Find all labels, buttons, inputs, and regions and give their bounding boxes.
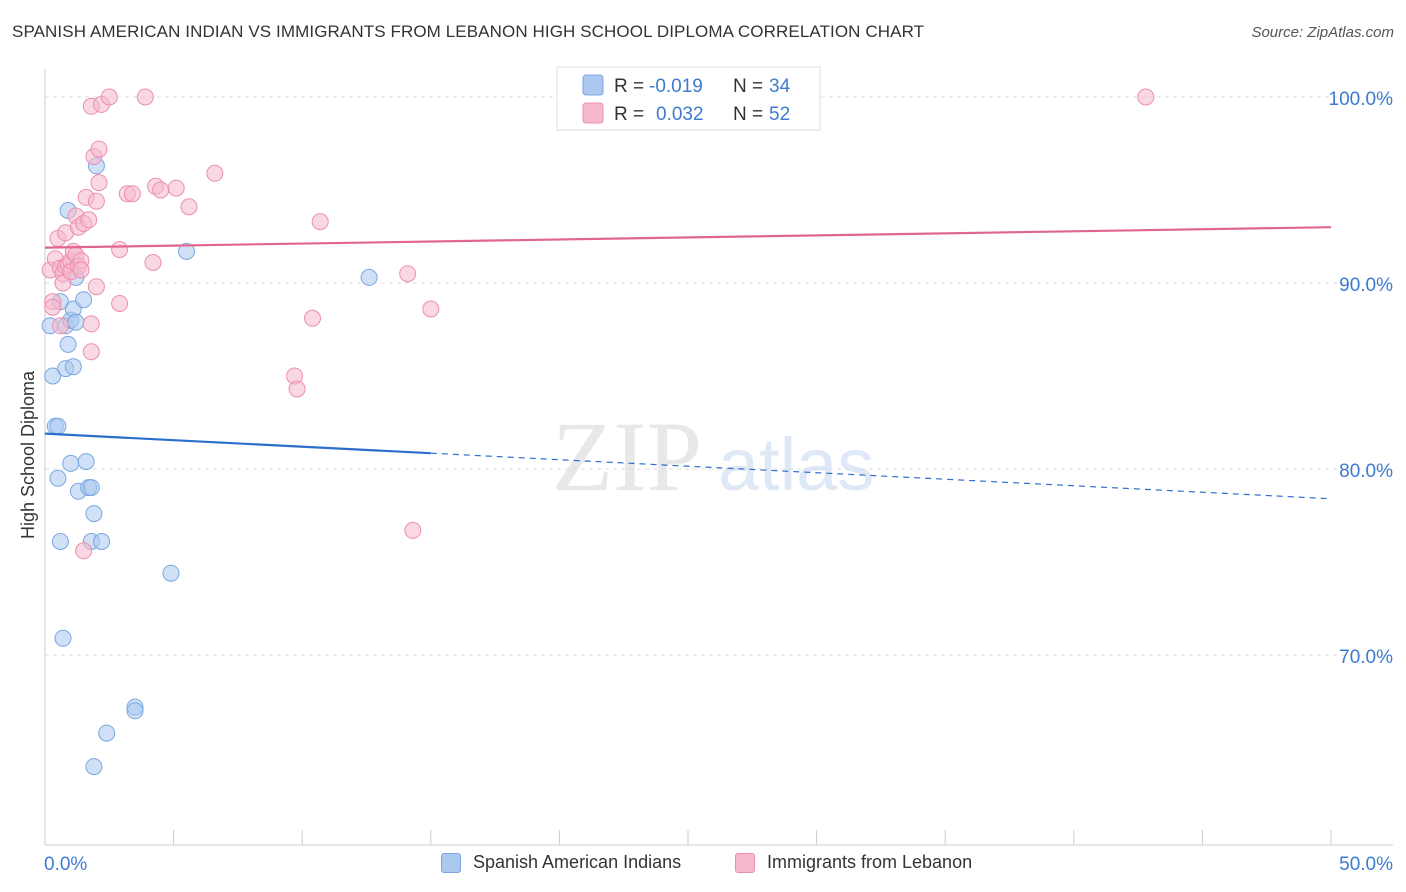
legend-r-value-2: 0.032	[656, 104, 704, 125]
point-spanish-american-indians-19	[75, 291, 93, 309]
y-tick-label-0: 70.0%	[1339, 647, 1393, 668]
point-immigrants-from-lebanon-36	[111, 295, 129, 312]
trend-line-blue-dashed	[430, 452, 1332, 500]
series-legend-swatch-blue	[441, 852, 461, 873]
series-immigrants-from-lebanon-points	[41, 88, 1155, 560]
series-legend: Spanish American Indians Immigrants from…	[0, 852, 1406, 878]
point-immigrants-from-lebanon-49	[311, 213, 329, 231]
point-spanish-american-indians-14	[64, 358, 82, 376]
point-immigrants-from-lebanon-42	[152, 181, 170, 199]
legend-swatch-pink	[582, 102, 604, 124]
point-immigrants-from-lebanon-6	[51, 317, 69, 335]
x-tick-label-0: 0.0%	[44, 854, 87, 875]
series-legend-label-blue: Spanish American Indians	[473, 852, 682, 872]
point-spanish-american-indians-20	[77, 453, 95, 471]
point-immigrants-from-lebanon-34	[100, 88, 118, 106]
point-immigrants-from-lebanon-21	[75, 542, 93, 560]
point-immigrants-from-lebanon-30	[87, 192, 105, 210]
point-immigrants-from-lebanon-53	[1137, 88, 1155, 106]
point-immigrants-from-lebanon-40	[144, 254, 162, 271]
legend-r-value-1: -0.019	[649, 76, 703, 97]
y-tick-label-1: 80.0%	[1339, 461, 1393, 482]
point-spanish-american-indians-1	[44, 367, 62, 385]
y-tick-label-3: 100.0%	[1329, 89, 1394, 110]
point-spanish-american-indians-24	[85, 505, 103, 523]
point-spanish-american-indians-25	[85, 758, 103, 776]
x-tick-labels: 0.0% 50.0%	[44, 854, 1393, 875]
point-spanish-american-indians-12	[59, 335, 77, 353]
point-spanish-american-indians-3	[49, 417, 67, 435]
trend-lines	[44, 226, 1332, 500]
point-spanish-american-indians-33	[360, 268, 378, 286]
point-immigrants-from-lebanon-24	[80, 211, 98, 229]
point-immigrants-from-lebanon-31	[90, 140, 108, 158]
point-immigrants-from-lebanon-2	[44, 298, 62, 316]
point-immigrants-from-lebanon-52	[422, 300, 440, 318]
point-immigrants-from-lebanon-29	[87, 278, 105, 296]
watermark-zip: ZIP	[552, 401, 702, 512]
series-legend-label-pink: Immigrants from Lebanon	[767, 852, 973, 872]
point-immigrants-from-lebanon-38	[123, 185, 141, 203]
point-spanish-american-indians-8	[54, 629, 72, 647]
point-spanish-american-indians-30	[126, 702, 144, 720]
watermark-atlas: atlas	[718, 423, 874, 506]
point-spanish-american-indians-31	[162, 564, 180, 582]
point-immigrants-from-lebanon-50	[399, 265, 417, 283]
point-spanish-american-indians-28	[98, 724, 116, 742]
point-immigrants-from-lebanon-45	[206, 164, 224, 182]
legend: R = -0.019 N = 34 R = 0.032 N = 52	[556, 66, 821, 131]
point-spanish-american-indians-27	[93, 533, 111, 550]
y-tick-label-2: 90.0%	[1339, 275, 1393, 296]
point-spanish-american-indians-32	[178, 242, 195, 260]
point-immigrants-from-lebanon-20	[72, 261, 90, 279]
point-immigrants-from-lebanon-43	[167, 179, 185, 197]
series-legend-swatch-pink	[735, 852, 755, 873]
point-immigrants-from-lebanon-39	[136, 88, 154, 106]
point-immigrants-from-lebanon-32	[90, 174, 108, 192]
point-spanish-american-indians-13	[62, 454, 80, 472]
point-spanish-american-indians-7	[51, 533, 69, 550]
point-immigrants-from-lebanon-51	[404, 521, 422, 539]
legend-n-label-2: N =	[733, 104, 763, 125]
legend-n-label-1: N =	[733, 76, 763, 97]
legend-n-value-2: 52	[769, 104, 790, 125]
point-immigrants-from-lebanon-35	[111, 241, 129, 258]
series-legend-item-blue: Spanish American Indians	[441, 852, 681, 873]
y-axis-label: High School Diploma	[18, 370, 38, 539]
axes	[44, 69, 1393, 846]
source-credit: Source: ZipAtlas.com	[1251, 24, 1394, 41]
watermark: ZIP atlas	[552, 401, 874, 512]
chart-title: SPANISH AMERICAN INDIAN VS IMMIGRANTS FR…	[12, 22, 925, 41]
point-immigrants-from-lebanon-26	[82, 343, 100, 361]
series-legend-item-pink: Immigrants from Lebanon	[735, 852, 972, 873]
series-spanish-american-indians-points	[41, 157, 378, 776]
gridlines	[45, 96, 1391, 656]
point-immigrants-from-lebanon-47	[288, 380, 306, 398]
trend-line-pink	[44, 226, 1332, 249]
point-immigrants-from-lebanon-44	[180, 198, 198, 216]
trend-line-blue-solid	[44, 432, 431, 455]
x-tick-label-1: 50.0%	[1339, 854, 1393, 875]
legend-swatch-blue	[582, 74, 604, 96]
legend-r-label-1: R =	[614, 76, 644, 97]
point-spanish-american-indians-22	[82, 479, 100, 497]
point-spanish-american-indians-6	[49, 469, 67, 487]
point-immigrants-from-lebanon-25	[82, 315, 100, 333]
y-tick-labels: 70.0% 80.0% 90.0% 100.0%	[1329, 89, 1394, 668]
legend-r-label-2: R =	[614, 104, 644, 125]
point-immigrants-from-lebanon-48	[304, 309, 321, 327]
legend-n-value-1: 34	[769, 76, 791, 97]
point-spanish-american-indians-17	[67, 313, 85, 331]
